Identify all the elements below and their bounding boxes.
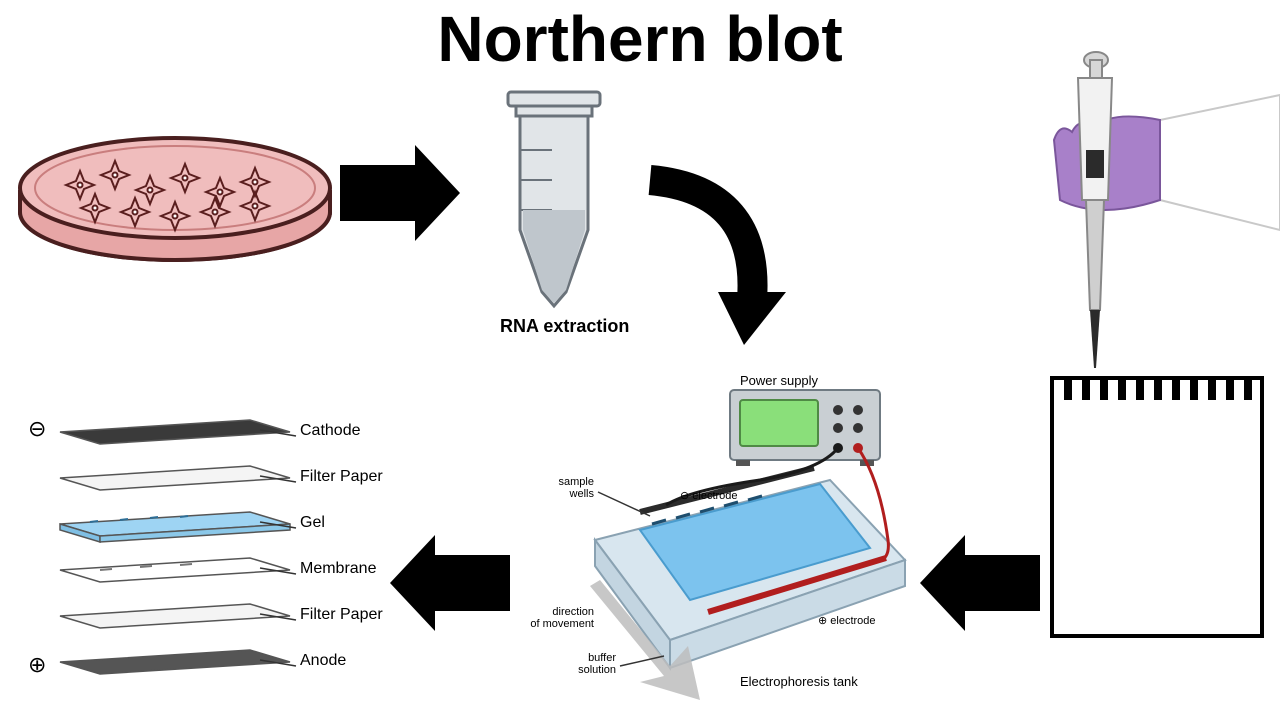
pipette-hand-icon [1054,52,1280,368]
arrow-3-icon [920,535,1040,631]
tube-icon [508,92,600,306]
electrophoresis-tank-icon [590,448,905,700]
arrow-4-icon [390,535,510,631]
minus-symbol: ⊖ [28,416,46,442]
diagram-canvas [0,0,1280,720]
arrow-1-icon [340,145,460,241]
plus-symbol: ⊕ [28,652,46,678]
rna-extraction-label: RNA extraction [500,316,629,337]
buffer-label: buffer solution [552,652,616,676]
direction-label: direction of movement [498,606,594,630]
blot-stack-icon [60,420,296,674]
stack-gel-label: Gel [300,514,325,532]
pos-electrode-label: ⊕ electrode [818,614,876,627]
neg-electrode-label: ⊖ electrode [680,489,738,502]
power-supply-label: Power supply [740,373,818,388]
stack-cathode-label: Cathode [300,422,361,440]
arrow-2-icon [650,180,786,345]
stack-membrane-label: Membrane [300,560,376,578]
petri-dish-icon [20,138,330,260]
stack-fp1-label: Filter Paper [300,468,383,486]
buffer-text: buffer solution [578,652,616,676]
sample-wells-label: sample wells [498,476,594,500]
stack-fp2-label: Filter Paper [300,606,383,624]
direction-text: direction of movement [530,606,594,630]
etank-label: Electrophoresis tank [740,674,858,689]
power-supply-icon [730,390,880,466]
gel-plate-icon [1052,378,1262,636]
sample-wells-text: sample wells [559,476,594,500]
stack-anode-label: Anode [300,652,346,670]
